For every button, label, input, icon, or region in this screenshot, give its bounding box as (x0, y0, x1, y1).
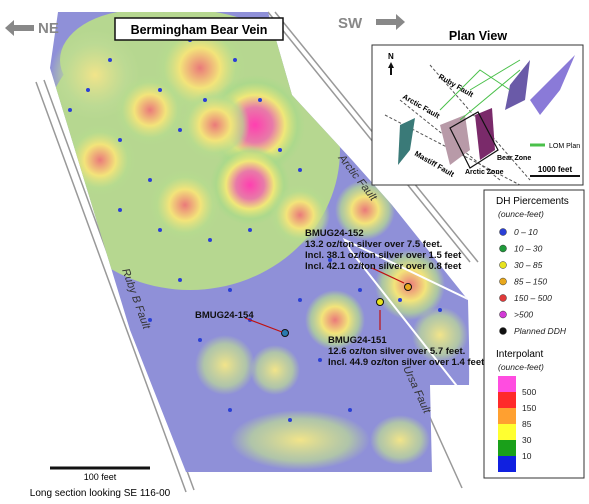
color-swatch (498, 456, 516, 472)
title-box (114, 17, 284, 41)
legend-marker (499, 244, 507, 253)
color-swatch (498, 408, 516, 424)
scale-label: 100 feet (84, 472, 117, 482)
scale-label: 10 (522, 451, 532, 461)
intercept: 12.6 oz/ton silver over 5.7 feet. (328, 346, 465, 357)
legend-marker (499, 228, 507, 236)
inset-label: Arctic Zone (465, 169, 504, 176)
legend-title: Interpolant (496, 349, 543, 360)
legend-marker (499, 294, 507, 302)
intercept: 13.2 oz/ton silver over 7.5 feet. (305, 239, 442, 250)
intercept: Incl. 44.9 oz/ton silver over 1.4 feet (328, 357, 485, 368)
north-label: N (388, 52, 394, 61)
legend-marker (499, 310, 507, 319)
scale-label: 30 (522, 435, 532, 445)
inset-legend: LOM Plan (549, 143, 580, 150)
scale-label: 150 (522, 403, 536, 413)
direction-arrows (5, 14, 405, 36)
intercept: Incl. 38.1 oz/ton silver over 1.5 feet (305, 250, 462, 261)
color-swatch (498, 392, 516, 408)
hole-name: BMUG24-152 (305, 228, 364, 239)
direction-label: SW (338, 15, 363, 32)
color-swatch (498, 440, 516, 456)
legend-marker (499, 261, 507, 269)
color-swatch (498, 424, 516, 440)
legend-label: 150 – 500 (514, 293, 552, 303)
inset-title: Plan View (449, 29, 507, 43)
legend-scale: 500 150 85 30 10 (498, 376, 536, 472)
hole-name: BMUG24-154 (195, 310, 254, 321)
legend-items: 0 – 10 10 – 30 30 – 85 85 – 150 150 – 500 >50… (499, 227, 567, 336)
inset-label: Bear Zone (497, 155, 531, 162)
legend-unit: (ounce-feet) (498, 209, 544, 219)
caption: Long section looking SE 116-00 (30, 488, 171, 499)
hole-name: BMUG24-151 (328, 335, 387, 346)
scale-label: 500 (522, 387, 536, 397)
legend-unit: (ounce-feet) (498, 362, 544, 372)
leader-lines (244, 267, 405, 333)
drill-hole-dots (68, 38, 442, 422)
legend-label: 85 – 150 (514, 277, 547, 287)
intercept: Incl. 42.1 oz/ton silver over 0.8 feet (305, 261, 462, 272)
legend-marker (499, 277, 507, 286)
legend-title: DH Piercements (496, 196, 569, 207)
legend-label: 0 – 10 (514, 227, 538, 237)
inset-scale: 1000 feet (538, 165, 573, 174)
legend-label: >500 (514, 310, 533, 320)
legend-label: Planned DDH (514, 326, 567, 336)
legend-marker (499, 327, 507, 335)
legend-label: 30 – 85 (514, 260, 543, 270)
title: Bermingham Bear Vein (131, 23, 268, 37)
scale-label: 85 (522, 419, 532, 429)
legend-label: 10 – 30 (514, 244, 543, 254)
direction-label: NE (38, 20, 59, 37)
inset-map (384, 55, 580, 186)
color-swatch (498, 376, 516, 392)
